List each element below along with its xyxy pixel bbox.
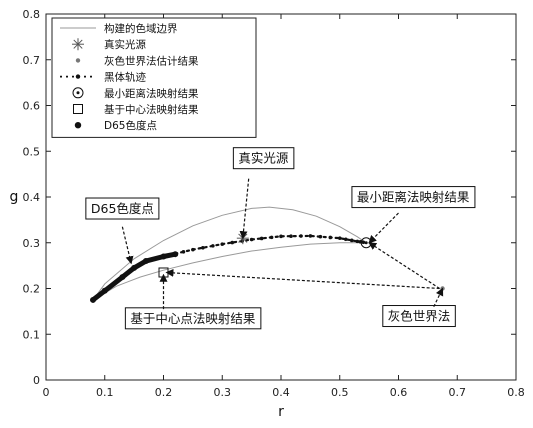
blackbody-locus-dot <box>269 235 274 240</box>
legend-item: 真实光源 <box>72 38 146 51</box>
x-axis-label: r <box>278 404 284 420</box>
annotation-box <box>85 197 160 220</box>
annotation: 基于中心点法映射结果 <box>124 273 262 330</box>
blackbody-locus-dot <box>201 245 205 250</box>
blackbody-locus-dot <box>355 239 360 244</box>
x-tick-label: 0.7 <box>449 386 467 399</box>
y-tick-label: 0.3 <box>23 237 41 250</box>
x-tick-label: 0.2 <box>155 386 173 399</box>
blackbody-locus-line <box>91 234 368 301</box>
d65-dot <box>90 296 96 303</box>
y-axis-label: g <box>10 189 19 205</box>
legend-filled-dot-swatch <box>74 122 82 129</box>
x-tick-label: 0.6 <box>390 386 408 399</box>
annotation-text: 基于中心点法映射结果 <box>130 311 256 326</box>
annotation-text: 真实光源 <box>238 151 289 166</box>
blackbody-locus-dot <box>289 234 293 238</box>
annotation-arrow <box>433 287 444 308</box>
legend-label: D65色度点 <box>104 119 157 132</box>
d65-dot <box>101 287 108 294</box>
legend-label: 真实光源 <box>104 38 146 51</box>
blackbody-locus-dot <box>308 234 313 238</box>
annotation: 真实光源 <box>232 147 295 240</box>
y-tick-label: 0.4 <box>23 191 41 204</box>
blackbody-locus-dot <box>318 234 323 239</box>
d65-dot <box>172 251 179 258</box>
gray-world-arrow <box>165 268 440 290</box>
annotation-arrow <box>121 226 134 265</box>
x-tick-label: 0.1 <box>96 386 114 399</box>
blackbody-locus-dot <box>361 240 366 245</box>
annotation-box <box>351 186 476 209</box>
y-tick-label: 0 <box>33 374 40 387</box>
y-tick-label: 0.7 <box>23 54 41 67</box>
y-tick-label: 0.5 <box>23 145 41 158</box>
blackbody-locus-dot <box>259 236 264 241</box>
annotation-text: D65色度点 <box>91 201 154 216</box>
annotation-text: 最小距离法映射结果 <box>357 190 470 205</box>
marker-circle-center <box>364 241 368 245</box>
d65-dot <box>160 253 167 260</box>
legend-label: 构建的色域边界 <box>104 22 178 35</box>
annotation-box <box>382 305 456 328</box>
legend-circle-swatch-center <box>76 91 80 95</box>
legend-item: 黑体轨迹 <box>60 71 146 84</box>
y-tick-label: 0.2 <box>23 283 41 296</box>
blackbody-locus-dot <box>211 244 215 248</box>
blackbody-locus-dot <box>181 250 186 254</box>
d65-dot <box>119 274 126 281</box>
d65-dot <box>142 258 149 265</box>
legend-asterisk-swatch <box>72 38 84 51</box>
x-tick-label: 0.5 <box>331 386 349 399</box>
legend-circle-swatch <box>72 87 84 99</box>
annotation: 灰色世界法 <box>382 287 456 328</box>
y-tick-label: 0.8 <box>23 8 41 21</box>
blackbody-locus-dot <box>279 234 283 239</box>
annotation-arrow <box>368 212 399 244</box>
blackbody-locus-dot <box>299 234 303 238</box>
legend-label: 最小距离法映射结果 <box>104 87 199 100</box>
blackbody-locus-dot <box>230 240 235 245</box>
x-tick-label: 0.8 <box>507 386 525 399</box>
asterisk-stroke <box>73 39 83 49</box>
legend-item: 灰色世界法估计结果 <box>75 54 199 67</box>
gamut-boundary-line <box>92 206 367 301</box>
legend-item: D65色度点 <box>74 119 157 132</box>
legend-label: 黑体轨迹 <box>104 71 146 84</box>
x-tick-label: 0.3 <box>214 386 232 399</box>
x-tick-label: 0.4 <box>272 386 290 399</box>
annotation: 最小距离法映射结果 <box>351 186 476 244</box>
legend-dot-swatch <box>75 74 81 79</box>
legend-item: 基于中心法映射结果 <box>73 103 199 116</box>
blackbody-locus-dot <box>328 235 333 240</box>
legend-small-dot-swatch <box>75 58 81 63</box>
blackbody-locus-dot <box>343 237 348 242</box>
blackbody-locus-dot <box>220 242 225 246</box>
blackbody-locus-dot <box>191 247 195 252</box>
gamut-boundary-line <box>92 242 367 301</box>
annotation-arrow <box>239 178 250 240</box>
legend-square-swatch <box>73 104 83 114</box>
gray-world-arrow <box>368 242 440 290</box>
d65-dot <box>131 264 138 271</box>
legend-label: 基于中心法映射结果 <box>104 103 199 116</box>
legend-item: 最小距离法映射结果 <box>72 87 199 100</box>
annotation-box <box>124 307 262 330</box>
y-tick-label: 0.1 <box>23 328 41 341</box>
blackbody-locus-dot <box>337 236 342 240</box>
blackbody-locus-dot <box>249 237 254 242</box>
legend-item: 构建的色域边界 <box>60 22 178 35</box>
annotation: D65色度点 <box>85 197 160 265</box>
annotation-text: 灰色世界法 <box>388 309 451 324</box>
x-tick-label: 0 <box>43 386 50 399</box>
annotation-box <box>232 147 295 170</box>
y-tick-label: 0.6 <box>23 100 41 113</box>
blackbody-locus-dot <box>349 238 354 243</box>
legend-box <box>51 17 257 138</box>
legend-label: 灰色世界法估计结果 <box>104 54 199 67</box>
